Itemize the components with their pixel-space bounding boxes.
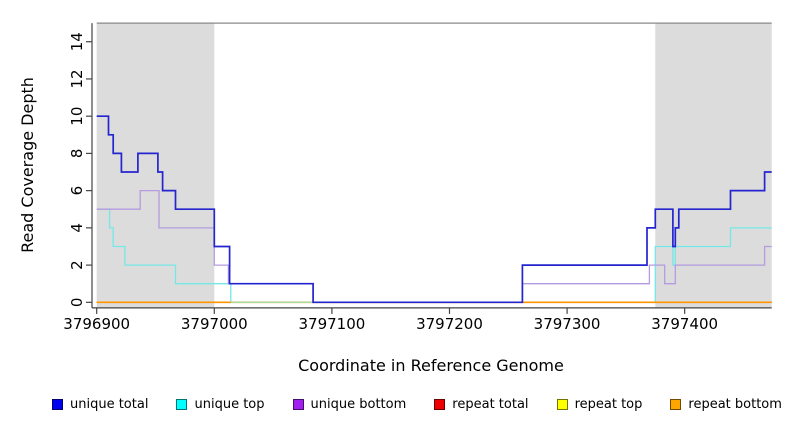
- shaded-regions-layer: [96, 22, 772, 308]
- y-tick-label: 0: [68, 298, 86, 308]
- legend-label: repeat total: [452, 397, 529, 412]
- y-tick-label: 14: [68, 32, 86, 51]
- y-axis-label: Read Coverage Depth: [18, 77, 37, 253]
- x-axis-label: Coordinate in Reference Genome: [298, 356, 564, 375]
- series-unique-top-line: [96, 208, 772, 303]
- unique-total-swatch-icon: [52, 399, 63, 410]
- y-tick-label: 12: [68, 69, 86, 88]
- x-tick-label: 3797300: [534, 315, 601, 333]
- unique-top-swatch-icon: [176, 399, 188, 410]
- legend-item-unique-top: unique top: [176, 397, 265, 412]
- x-tick-label: 3797400: [651, 315, 718, 333]
- repeat-top-swatch-icon: [556, 399, 568, 410]
- legend-label: unique total: [70, 397, 149, 412]
- legend-label: repeat top: [574, 397, 643, 412]
- repeat-total-swatch-icon: [434, 399, 446, 410]
- x-tick-label: 3797200: [416, 315, 483, 333]
- y-tick-label: 2: [68, 260, 86, 270]
- series-unique-total-line: [96, 115, 772, 304]
- legend-label: repeat bottom: [688, 397, 782, 412]
- legend-item-repeat-bottom: repeat bottom: [670, 397, 782, 412]
- chart-legend: unique total unique top unique bottom re…: [0, 397, 792, 412]
- legend-item-unique-total: unique total: [52, 397, 148, 412]
- legend-item-unique-bottom: unique bottom: [292, 397, 407, 412]
- x-tick-label: 3796900: [63, 315, 130, 333]
- axes-layer: 3796900 3797000 3797100 3797200 3797300 37974…: [63, 23, 772, 333]
- y-tick-label: 4: [68, 223, 86, 233]
- y-tick-label: 6: [68, 186, 86, 196]
- repeat-bottom-swatch-icon: [670, 399, 682, 410]
- legend-label: unique bottom: [310, 397, 407, 412]
- x-tick-label: 3797100: [298, 315, 365, 333]
- y-tick-label: 8: [68, 149, 86, 159]
- legend-label: unique top: [194, 397, 265, 412]
- y-tick-label: 10: [68, 107, 86, 126]
- series-layer: [96, 115, 772, 304]
- legend-item-repeat-total: repeat total: [434, 397, 529, 412]
- repeat-region-left: [96, 23, 215, 308]
- legend-item-repeat-top: repeat top: [556, 397, 643, 412]
- x-tick-label: 3797000: [181, 315, 248, 333]
- unique-bottom-swatch-icon: [292, 399, 304, 410]
